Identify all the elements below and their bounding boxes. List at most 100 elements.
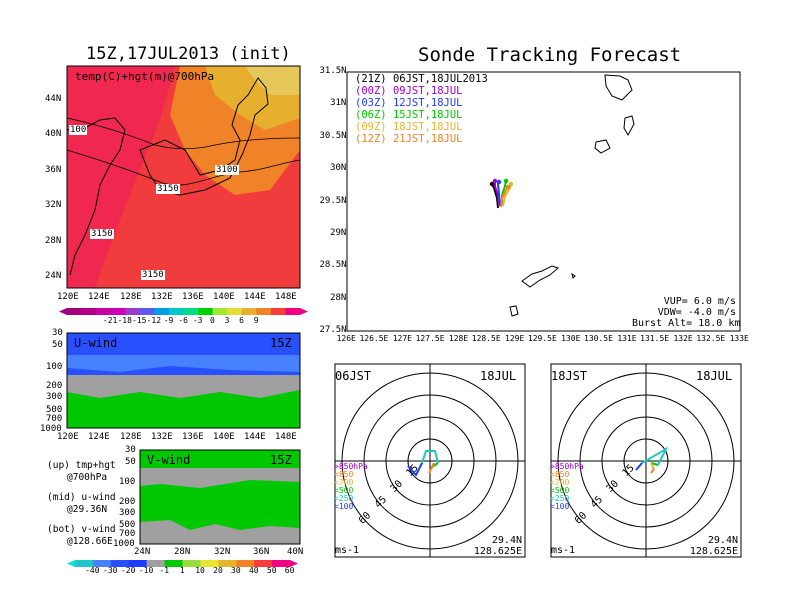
vwind-lat-tick: 40N (287, 547, 304, 557)
track-legend: (21Z) 06JST,18JUL2013 (00Z) 09JST,18JUL … (355, 73, 488, 145)
note-bot: (bot) v-wind @128.66E (47, 524, 116, 547)
vwind-p-tick: 500 (119, 520, 136, 530)
lon-tick: 148E (275, 292, 297, 302)
temp-colorbar-swatch (227, 308, 243, 315)
island-small (509, 305, 519, 317)
vwind-label: V-wind (147, 453, 191, 467)
temp-colorbar-swatch (168, 308, 184, 315)
lat-tick-36N: 36N (45, 165, 62, 175)
track-map-frame (346, 71, 741, 332)
legend-entry-03Z: (03Z) 12JST,18JUL (355, 97, 463, 109)
uwind-p-tick: 1000 (40, 424, 62, 434)
sonde-burst-point (508, 181, 514, 187)
uwind-p-tick: 700 (46, 414, 63, 424)
legend-entry-00Z: (00Z) 09JST,18JUL (355, 85, 463, 97)
sonde-track (494, 181, 500, 207)
contour-label: 3100 (215, 165, 239, 175)
lat-tick-32N: 32N (45, 200, 62, 210)
uwind-p-tick: 200 (46, 381, 63, 391)
island-east (623, 115, 635, 137)
legend-entry-06Z: (06Z) 15JST,18JUL (355, 109, 463, 121)
temp-colorbar (59, 308, 308, 315)
uwind-lon-tick: 144E (244, 432, 266, 442)
contour-label: 100 (69, 125, 88, 135)
vwind-p-tick: 200 (119, 497, 136, 507)
contour-label: 3150 (156, 184, 180, 194)
hodograph-trace (407, 462, 423, 477)
uwind-time: 15Z (270, 336, 292, 350)
wind-colorbar-label: -1 (159, 566, 170, 575)
hodo1-time: 18JST (551, 369, 588, 383)
lat-tick-24N: 24N (45, 271, 62, 281)
wind-colorbar-label: 10 (195, 566, 205, 575)
wind-colorbar-swatch (254, 560, 273, 567)
main-lat-tick: 27.5N (319, 325, 347, 335)
main-lat-tick: 29N (330, 227, 347, 238)
main-lat-tick: 30N (330, 163, 347, 174)
island-amami (521, 265, 559, 288)
wind-colorbar-label: -40 (85, 566, 100, 575)
uwind-p-tick: 50 (52, 340, 63, 350)
temp-colorbar-label: -21 (102, 316, 118, 325)
hodo1-date: 18JUL (696, 369, 733, 383)
temp-colorbar-label: -6 (178, 316, 188, 325)
wind-colorbar-swatch (218, 560, 237, 567)
temp-colorbar-arrow-right (300, 308, 308, 315)
temp-colorbar-label: -3 (192, 316, 203, 325)
lat-tick-28N: 28N (45, 236, 62, 246)
island-mid (594, 139, 611, 154)
lon-tick: 128E (120, 292, 142, 302)
temp-colorbar-swatch (154, 308, 170, 315)
coastline-japan (139, 77, 269, 196)
sonde-tracks (489, 178, 514, 209)
uwind-p-tick: 300 (46, 392, 63, 402)
vwind-p-tick: 1000 (113, 539, 135, 549)
wind-colorbar-arrow-left (67, 560, 75, 567)
temp-colorbar-swatch (285, 308, 301, 315)
hodograph-trace (641, 446, 669, 466)
uwind-band-light (67, 355, 300, 372)
wind-colorbar-arrow-right (290, 560, 298, 567)
wind-colorbar-swatch (146, 560, 165, 567)
temp-colorbar-label: -9 (163, 316, 174, 325)
temp-colorbar-swatch (270, 308, 286, 315)
hodograph-trace (635, 462, 643, 471)
main-lon-tick: 131E (617, 334, 637, 343)
hodograph-trace (650, 468, 655, 474)
main-lat-tick: 31N (330, 98, 347, 109)
param-vup: VUP= 6.0 m/s (663, 296, 736, 307)
main-lon-tick: 130.5E (584, 334, 613, 343)
temp-colorbar-label: -18 (117, 316, 132, 325)
lat-tick-40N: 40N (45, 129, 62, 139)
param-vdw: VDW= -4.0 m/s (657, 307, 736, 318)
hodograph-trace (421, 450, 439, 464)
sonde-params: VUP= 6.0 m/s VDW= -4.0 m/s Burst Alt= 18… (632, 296, 741, 329)
param-burst: Burst Alt= 18.0 km (632, 318, 741, 329)
contour-3100 (66, 117, 301, 150)
hodo0-levels: >850hPa <850 <700 <500 <250 <100 (334, 462, 368, 511)
left-map-title: 15Z,17JUL2013 (init) (86, 44, 291, 64)
wind-colorbar-label: 1 (179, 566, 185, 575)
temp-colorbar-swatch (81, 308, 97, 315)
vwind-p-tick: 300 (119, 508, 136, 518)
wind-colorbar-swatch (236, 560, 255, 567)
main-lat-tick: 28.5N (319, 260, 347, 271)
main-lat-tick: 28N (330, 292, 347, 303)
main-title: Sonde Tracking Forecast (418, 44, 682, 66)
uwind-lon-tick: 136E (182, 432, 204, 442)
vwind-p-tick: 50 (125, 457, 136, 467)
temp-colorbar-swatch (139, 308, 155, 315)
temp-colorbar-swatch (256, 308, 272, 315)
legend-entry-12Z: (12Z) 21JST,18JUL (355, 133, 463, 145)
island-north (604, 74, 633, 101)
uwind-lon-tick: 132E (151, 432, 173, 442)
wind-colorbar (67, 560, 298, 567)
temp-colorbar-swatch (96, 308, 111, 315)
sonde-burst-point (505, 184, 511, 190)
uwind-lon-tick: 120E (57, 432, 79, 442)
vwind-band-gray (140, 468, 300, 488)
vwind-p-tick: 100 (119, 477, 136, 487)
temp-colorbar-swatch (212, 308, 228, 315)
